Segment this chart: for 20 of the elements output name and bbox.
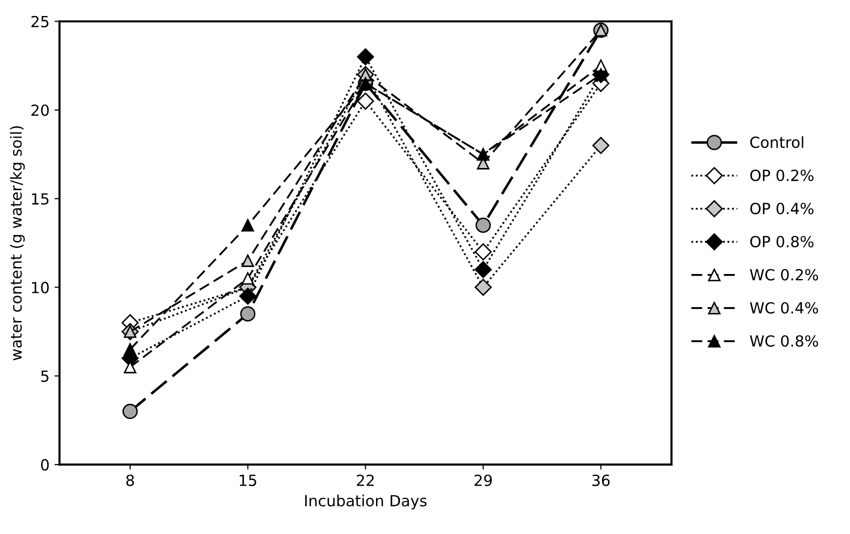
x-tick-label: 15 (240, 474, 256, 486)
y-tick-label: 5 (41, 370, 48, 382)
legend-label: WC 0.8% (750, 335, 818, 347)
x-tick-label: 36 (592, 474, 610, 486)
legend-label: OP 0.2% (750, 170, 814, 182)
legend-label: WC 0.2% (750, 268, 818, 281)
y-tick-label: 20 (31, 104, 49, 116)
x-tick-label: 29 (474, 474, 492, 486)
legend-label: OP 0.8% (750, 236, 814, 248)
x-tick-label: 22 (356, 474, 374, 486)
x-axis-title: Incubation Days (305, 494, 427, 510)
y-tick-label: 10 (32, 282, 49, 294)
x-tick-label: 8 (126, 474, 134, 486)
legend-label: Control (750, 136, 804, 148)
y-tick-label: 15 (32, 193, 48, 205)
y-tick-label: 0 (41, 459, 49, 471)
y-axis-title: water content (g water/kg soil) (10, 126, 25, 360)
legend-label: OP 0.4% (750, 202, 814, 214)
y-tick-label: 25 (31, 16, 48, 28)
legend-label: WC 0.4% (750, 302, 818, 314)
